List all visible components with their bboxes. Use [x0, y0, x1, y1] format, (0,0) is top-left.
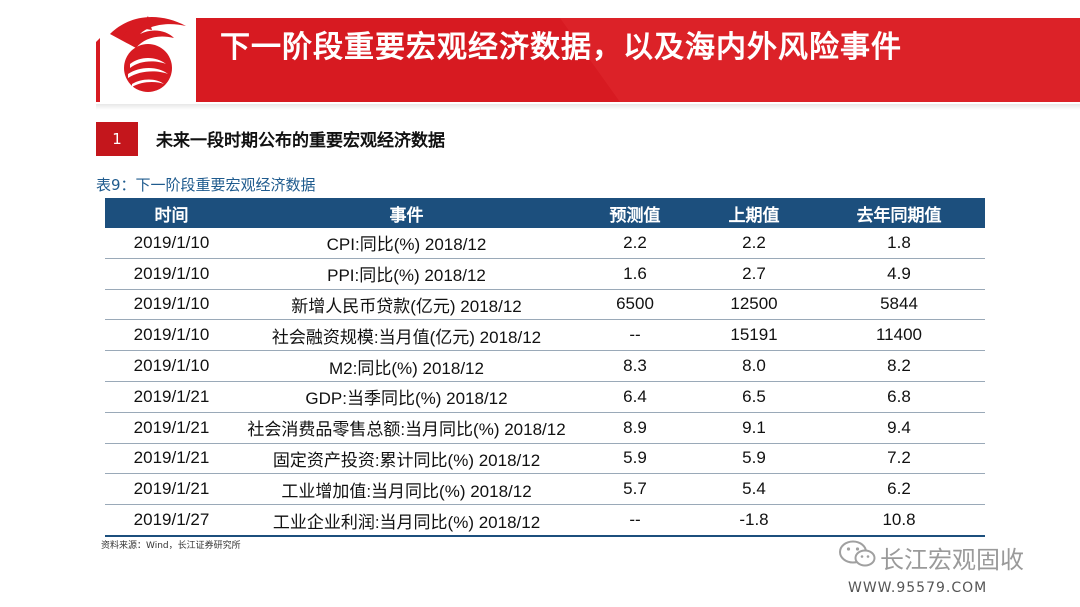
cell-date: 2019/1/27 [105, 504, 238, 537]
cell-previous: 15191 [695, 319, 813, 352]
cell-date: 2019/1/21 [105, 381, 238, 413]
table-row: 2019/1/21 固定资产投资:累计同比(%) 2018/12 5.9 5.9… [105, 443, 985, 475]
table-header-row: 时间 事件 预测值 上期值 去年同期值 [105, 198, 985, 228]
column-header-previous: 上期值 [695, 198, 813, 228]
cell-event: PPI:同比(%) 2018/12 [238, 258, 575, 290]
cell-previous: 8.0 [695, 350, 813, 382]
cell-date: 2019/1/10 [105, 228, 238, 259]
cell-previous: 5.9 [695, 443, 813, 475]
table-row: 2019/1/21 社会消费品零售总额:当月同比(%) 2018/12 8.9 … [105, 412, 985, 444]
cell-last-year: 6.2 [813, 473, 985, 506]
header-banner [0, 18, 1080, 102]
cell-forecast: 8.9 [575, 412, 695, 444]
cell-last-year: 9.4 [813, 412, 985, 444]
cell-forecast: -- [575, 319, 695, 352]
wechat-icon [838, 539, 876, 569]
cell-previous: 2.2 [695, 228, 813, 259]
cell-forecast: 6.4 [575, 381, 695, 413]
table-row: 2019/1/21 GDP:当季同比(%) 2018/12 6.4 6.5 6.… [105, 381, 985, 413]
cell-last-year: 8.2 [813, 350, 985, 382]
macro-data-table: 时间 事件 预测值 上期值 去年同期值 2019/1/10 CPI:同比(%) … [105, 198, 985, 537]
cell-forecast: 2.2 [575, 228, 695, 259]
cell-forecast: 1.6 [575, 258, 695, 290]
column-header-event: 事件 [238, 198, 575, 228]
section-title: 未来一段时期公布的重要宏观经济数据 [156, 131, 445, 151]
cell-last-year: 11400 [813, 319, 985, 352]
source-note: 资料来源：Wind，长江证券研究所 [101, 541, 241, 551]
cell-date: 2019/1/10 [105, 319, 238, 352]
cell-previous: 12500 [695, 289, 813, 321]
cell-event: 工业增加值:当月同比(%) 2018/12 [238, 473, 575, 506]
cell-event: 社会融资规模:当月值(亿元) 2018/12 [238, 319, 575, 352]
column-header-last-year: 去年同期值 [813, 198, 985, 228]
cell-last-year: 6.8 [813, 381, 985, 413]
cell-forecast: 5.7 [575, 473, 695, 506]
header-shadow [96, 104, 1080, 110]
banner-shape [96, 18, 1080, 102]
column-header-date: 时间 [105, 198, 238, 228]
cell-last-year: 1.8 [813, 228, 985, 259]
watermark-url: WWW.95579.COM [848, 580, 988, 596]
table-row: 2019/1/21 工业增加值:当月同比(%) 2018/12 5.7 5.4 … [105, 473, 985, 506]
cell-forecast: 5.9 [575, 443, 695, 475]
cell-last-year: 7.2 [813, 443, 985, 475]
cell-event: 固定资产投资:累计同比(%) 2018/12 [238, 443, 575, 475]
cell-event: 社会消费品零售总额:当月同比(%) 2018/12 [238, 412, 575, 444]
cell-previous: 6.5 [695, 381, 813, 413]
cell-date: 2019/1/21 [105, 412, 238, 444]
table-row: 2019/1/10 社会融资规模:当月值(亿元) 2018/12 -- 1519… [105, 319, 985, 352]
page-title: 下一阶段重要宏观经济数据，以及海内外风险事件 [220, 30, 902, 65]
cell-date: 2019/1/21 [105, 443, 238, 475]
cell-last-year: 4.9 [813, 258, 985, 290]
cell-date: 2019/1/21 [105, 473, 238, 506]
table-row: 2019/1/27 工业企业利润:当月同比(%) 2018/12 -- -1.8… [105, 504, 985, 537]
table-caption: 表9：下一阶段重要宏观经济数据 [96, 176, 316, 194]
section-number-badge: 1 [96, 122, 138, 156]
cell-date: 2019/1/10 [105, 350, 238, 382]
table-row: 2019/1/10 PPI:同比(%) 2018/12 1.6 2.7 4.9 [105, 258, 985, 290]
cell-last-year: 5844 [813, 289, 985, 321]
cell-last-year: 10.8 [813, 504, 985, 537]
watermark-account-name: 长江宏观固收 [880, 546, 1024, 574]
cell-date: 2019/1/10 [105, 258, 238, 290]
table-row: 2019/1/10 CPI:同比(%) 2018/12 2.2 2.2 1.8 [105, 228, 985, 259]
company-logo [100, 4, 196, 102]
cell-previous: 9.1 [695, 412, 813, 444]
column-header-forecast: 预测值 [575, 198, 695, 228]
cell-event: M2:同比(%) 2018/12 [238, 350, 575, 382]
table-row: 2019/1/10 新增人民币贷款(亿元) 2018/12 6500 12500… [105, 289, 985, 321]
cell-event: CPI:同比(%) 2018/12 [238, 228, 575, 259]
cell-event: 新增人民币贷款(亿元) 2018/12 [238, 289, 575, 321]
cell-forecast: 6500 [575, 289, 695, 321]
cell-previous: -1.8 [695, 504, 813, 537]
cell-event: GDP:当季同比(%) 2018/12 [238, 381, 575, 413]
cell-forecast: 8.3 [575, 350, 695, 382]
cell-date: 2019/1/10 [105, 289, 238, 321]
cell-previous: 2.7 [695, 258, 813, 290]
table-row: 2019/1/10 M2:同比(%) 2018/12 8.3 8.0 8.2 [105, 350, 985, 382]
cell-forecast: -- [575, 504, 695, 537]
cell-event: 工业企业利润:当月同比(%) 2018/12 [238, 504, 575, 537]
cell-previous: 5.4 [695, 473, 813, 506]
